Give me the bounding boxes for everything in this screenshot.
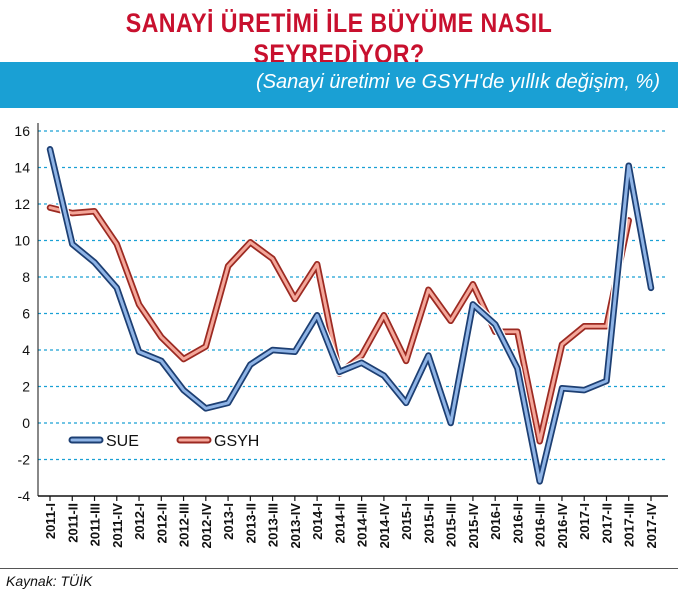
x-tick-label: 2011-IV xyxy=(110,503,125,548)
y-tick-label: 16 xyxy=(14,123,30,139)
y-tick-label: 4 xyxy=(22,342,30,358)
x-axis: 2011-I 2011-II 2011-III 2011-IV 2012-I 2012-I… xyxy=(37,123,668,549)
x-tick-label: 2017-III xyxy=(622,503,637,547)
x-tick-label: 2016-IV xyxy=(555,503,570,549)
y-tick-label: 10 xyxy=(14,233,30,249)
y-tick-label: 0 xyxy=(22,415,30,431)
legend: SUE GSYH xyxy=(68,433,259,450)
x-tick-label: 2016-I xyxy=(488,503,503,540)
chart-title: SANAYİ ÜRETİMİ İLE BÜYÜME NASIL SEYREDİY… xyxy=(125,8,553,69)
x-tick-label: 2014-II xyxy=(332,503,347,543)
series-edge-gsyh xyxy=(46,204,632,445)
x-tick-label: 2014-I xyxy=(310,503,325,540)
series-lines xyxy=(45,144,656,486)
x-tick-label: 2016-II xyxy=(510,503,525,543)
x-tick-label: 2012-II xyxy=(154,503,169,543)
x-tick-label: 2011-III xyxy=(88,503,103,546)
y-tick-label: 12 xyxy=(14,196,30,212)
x-tick-label: 2015-II xyxy=(421,503,436,543)
series-outline-sue xyxy=(45,144,656,486)
x-tick-label: 2012-I xyxy=(132,503,147,540)
legend-label-gsyh: GSYH xyxy=(214,433,259,450)
x-tick-label: 2015-III xyxy=(444,503,459,547)
y-tick-label: -4 xyxy=(18,488,31,504)
x-tick-label: 2013-I xyxy=(221,503,236,540)
y-tick-label: -2 xyxy=(18,452,31,468)
x-tick-label: 2013-III xyxy=(266,503,281,547)
y-tick-label: 14 xyxy=(14,160,30,176)
x-tick-label: 2012-III xyxy=(177,503,192,547)
x-tick-label: 2014-IV xyxy=(377,503,392,549)
y-tick-label: 2 xyxy=(22,379,30,395)
x-tick-label: 2017-I xyxy=(577,503,592,540)
x-tick-label: 2011-I xyxy=(43,503,58,539)
series-line-gsyh xyxy=(48,206,631,443)
legend-label-sue: SUE xyxy=(106,433,139,450)
x-tick-label: 2017-IV xyxy=(644,503,659,549)
x-tick-label: 2015-IV xyxy=(466,503,481,549)
y-tick-label: 8 xyxy=(22,269,30,285)
y-tick-label: 6 xyxy=(22,306,30,322)
x-tick-label: 2017-II xyxy=(599,503,614,543)
x-tick-label: 2012-IV xyxy=(199,503,214,549)
y-axis-ticks: -4 -2 0 2 4 6 8 10 12 14 16 xyxy=(14,123,30,504)
footer-divider xyxy=(0,568,678,569)
x-tick-label: 2016-III xyxy=(533,503,548,547)
chart-subtitle: (Sanayi üretimi ve GSYH'de yıllık değişi… xyxy=(256,71,660,93)
x-tick-label: 2013-II xyxy=(243,503,258,543)
x-tick-label: 2015-I xyxy=(399,503,414,540)
x-tick-label: 2014-III xyxy=(355,503,370,547)
subtitle-band: (Sanayi üretimi ve GSYH'de yıllık değişi… xyxy=(0,62,678,108)
series-edge-sue xyxy=(46,146,655,485)
x-tick-label: 2011-II xyxy=(65,503,80,543)
series-line-sue xyxy=(48,147,653,483)
x-tick-label: 2013-IV xyxy=(288,503,303,549)
source-note: Kaynak: TÜİK xyxy=(6,573,93,589)
series-outline-gsyh xyxy=(45,203,634,446)
